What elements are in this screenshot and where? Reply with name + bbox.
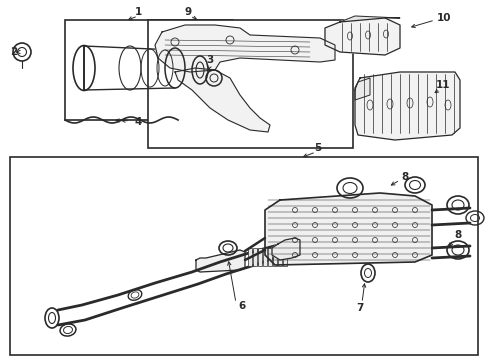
Bar — [247, 248, 251, 266]
Text: 8: 8 — [401, 172, 408, 182]
Bar — [267, 248, 271, 266]
Bar — [148, 20, 352, 148]
Polygon shape — [155, 25, 334, 72]
Bar — [272, 248, 276, 266]
Bar — [252, 248, 257, 266]
Polygon shape — [354, 72, 459, 140]
Text: 8: 8 — [453, 230, 461, 240]
Text: 5: 5 — [314, 143, 321, 153]
Text: 2: 2 — [10, 47, 18, 57]
Polygon shape — [271, 238, 299, 260]
Text: 1: 1 — [134, 7, 142, 17]
Text: 4: 4 — [134, 117, 142, 127]
Text: 10: 10 — [436, 13, 450, 23]
Polygon shape — [339, 16, 399, 22]
Text: 9: 9 — [184, 7, 191, 17]
Polygon shape — [264, 193, 431, 265]
Text: 3: 3 — [206, 55, 213, 65]
Text: 11: 11 — [435, 80, 449, 90]
Polygon shape — [175, 68, 269, 132]
Bar — [283, 248, 286, 266]
Polygon shape — [354, 78, 369, 100]
Text: 6: 6 — [238, 301, 245, 311]
Bar — [10, 157, 477, 355]
Bar — [65, 20, 232, 120]
Polygon shape — [325, 18, 399, 55]
Text: 7: 7 — [356, 303, 363, 313]
Bar — [278, 248, 282, 266]
Bar — [263, 248, 266, 266]
Polygon shape — [196, 250, 244, 272]
Bar — [258, 248, 262, 266]
